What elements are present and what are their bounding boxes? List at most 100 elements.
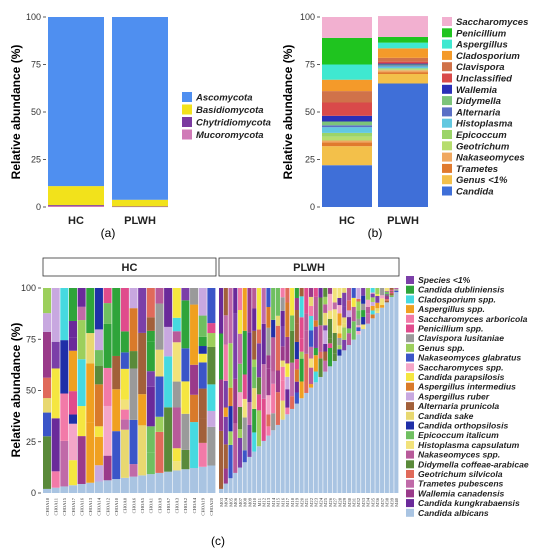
- panel-c-legend-label-aspergillus-ruber: Aspergillus ruber: [417, 391, 490, 401]
- panel-c-hc-bar-segment: [207, 384, 216, 411]
- panel-c-plwh-bar-segment: [256, 377, 262, 395]
- panel-c-legend-label-genus-spp: Genus spp.: [418, 343, 465, 353]
- panel-c-hc-bar-segment: [138, 475, 147, 493]
- panel-c-plwh-bar-segment: [233, 423, 238, 473]
- panel-b-bar-hc-cladosporium: [322, 79, 372, 92]
- panel-c-plwh-sample-label: M36: [375, 497, 380, 506]
- panel-c-plwh-bar-segment: [294, 403, 299, 493]
- panel-c-plwh-bar-segment: [237, 406, 243, 430]
- panel-c-plwh-bar-segment: [313, 320, 318, 327]
- panel-c-plwh-bar-segment: [380, 307, 385, 493]
- panel-c-hc-sample-label: CHOA14: [97, 497, 102, 515]
- panel-c-plwh-bar-segment: [327, 318, 333, 339]
- panel-c-hc-bar-segment: [172, 381, 181, 408]
- panel-c-hc-bar-segment: [146, 288, 155, 318]
- panel-c-plwh-bar-segment: [356, 327, 361, 332]
- panel-c-plwh-bar-segment: [280, 326, 285, 347]
- panel-c-hc-bar-segment: [68, 414, 77, 424]
- panel-c-plwh-bar-segment: [346, 310, 352, 318]
- panel-c-plwh-sample-label: M03: [219, 497, 224, 506]
- panel-c-plwh-bar-segment: [280, 360, 285, 367]
- panel-c-plwh-bar-segment: [384, 288, 389, 292]
- panel-c-plwh-bar-segment: [361, 303, 366, 311]
- panel-b-legend-swatch-geotrichum: [442, 141, 452, 151]
- panel-c-plwh-bar-segment: [351, 306, 356, 322]
- panel-c-plwh-bar-segment: [290, 408, 295, 493]
- panel-c-plwh-bar-segment: [219, 488, 224, 493]
- panel-c-plwh-bar-segment: [309, 305, 314, 316]
- panel-b-legend-swatch-candida: [442, 186, 452, 196]
- panel-c-hc-bar-segment: [164, 407, 173, 472]
- panel-c-legend-swatch-aspergillus-spp: [406, 305, 414, 314]
- panel-c-hc-bar-segment: [164, 356, 173, 408]
- panel-c-plwh-sample-label: M07: [238, 497, 243, 506]
- panel-c-hc-sample-label: CHOA19: [201, 497, 206, 515]
- panel-c-plwh-bar-segment: [337, 288, 342, 298]
- panel-c-hc-bar-segment: [181, 300, 190, 349]
- panel-b-y-tick-label: 0: [310, 202, 315, 212]
- panel-c-hc-bar-segment: [103, 323, 112, 368]
- panel-c-legend-swatch-candida-kungkrabaensis: [406, 499, 414, 508]
- panel-c-hc-bar-segment: [129, 476, 138, 493]
- panel-a-legend-label-ascomycota: Ascomycota: [195, 93, 253, 104]
- panel-c-plwh-bar-segment: [337, 297, 342, 306]
- panel-c-plwh-sample-label: M05: [228, 497, 233, 506]
- panel-c-hc-bar-segment: [94, 481, 103, 493]
- panel-c-hc-sample-label: CHOA3: [175, 497, 180, 513]
- panel-c-plwh-bar-segment: [361, 310, 366, 317]
- panel-c-plwh-bar-segment: [275, 288, 280, 316]
- panel-c-plwh-bar-segment: [332, 288, 337, 303]
- panel-c-hc-bar-segment: [172, 331, 181, 343]
- panel-c-hc-bar-segment: [198, 466, 207, 493]
- panel-c-plwh-bar-segment: [228, 343, 233, 388]
- panel-c-plwh-bar-segment: [223, 288, 228, 316]
- panel-c-hc-bar-segment: [43, 398, 52, 413]
- panel-c-y-tick-label: 0: [31, 488, 36, 498]
- panel-c-plwh-bar-segment: [389, 289, 394, 291]
- panel-c-plwh-bar-segment: [271, 383, 276, 414]
- panel-c-hc-bar-segment: [155, 349, 164, 377]
- panel-c-plwh-bar-segment: [342, 292, 347, 307]
- panel-c-plwh-bar-segment: [280, 346, 285, 361]
- panel-c-hc-bar-segment: [207, 426, 216, 466]
- panel-c-hc-bar-segment: [190, 467, 199, 493]
- panel-c-plwh-bar-segment: [299, 381, 304, 399]
- panel-b-legend-label-cladosporium: Cladosporium: [456, 51, 520, 62]
- panel-c-plwh-bar-segment: [242, 398, 247, 418]
- panel-c-legend-label-didymella-coffeae-arabicae: Didymella coffeae-arabicae: [418, 459, 529, 469]
- panel-c-plwh-bar-segment: [318, 325, 323, 352]
- panel-c-hc-sample-label: CHOA2: [183, 497, 188, 513]
- panel-b-legend-swatch-nakaseomyces: [442, 152, 452, 162]
- panel-c-plwh-sample-label: M28: [337, 497, 342, 506]
- panel-c-plwh-bar-segment: [304, 392, 309, 493]
- panel-c-plwh-bar-segment: [365, 288, 370, 300]
- panel-c-plwh-bar-segment: [223, 380, 228, 408]
- panel-c-plwh-bar-segment: [290, 396, 295, 409]
- panel-c-legend-label-penicillium-spp: Penicillium spp.: [418, 324, 483, 334]
- panel-b-y-tick-label: 50: [305, 107, 315, 117]
- panel-c-plwh-bar-segment: [327, 348, 333, 367]
- panel-c-plwh-bar-segment: [313, 382, 318, 493]
- panel-c-hc-bar-segment: [138, 394, 147, 426]
- panel-c-plwh-bar-segment: [313, 296, 318, 321]
- panel-c-plwh-bar-segment: [342, 323, 347, 328]
- panel-b-legend-swatch-epicoccum: [442, 130, 452, 139]
- panel-c-plwh-sample-label: M17: [285, 497, 290, 506]
- panel-c-plwh-bar-segment: [237, 392, 243, 407]
- panel-c-legend-swatch-saccharomyces-spp: [406, 363, 414, 372]
- panel-c-legend-label-candida-parapsilosis: Candida parapsilosis: [418, 372, 505, 382]
- panel-c-hc-bar-segment: [120, 288, 129, 332]
- panel-c-hc-sample-label: CHOA7: [166, 497, 171, 513]
- panel-a-y-tick-label: 0: [36, 202, 41, 212]
- panel-c-legend-swatch-nakaseomyces-spp: [406, 450, 414, 459]
- panel-c-legend-swatch-geotrichum-silvicola: [406, 470, 414, 478]
- panel-c-legend-label-geotrichum-silvicola: Geotrichum silvicola: [418, 469, 503, 479]
- panel-c-plwh-bar-segment: [346, 288, 352, 301]
- panel-c-legend-label-alternaria-prunicola: Alternaria prunicola: [417, 401, 499, 411]
- panel-c-plwh-sample-label: M22: [309, 497, 314, 506]
- panel-c-hc-sample-label: CHOA5: [140, 497, 145, 513]
- panel-c-plwh-bar-segment: [332, 353, 337, 361]
- panel-c-plwh-bar-segment: [285, 302, 290, 337]
- panel-c-hc-bar-segment: [77, 483, 86, 493]
- panel-c-plwh-bar-segment: [389, 290, 394, 292]
